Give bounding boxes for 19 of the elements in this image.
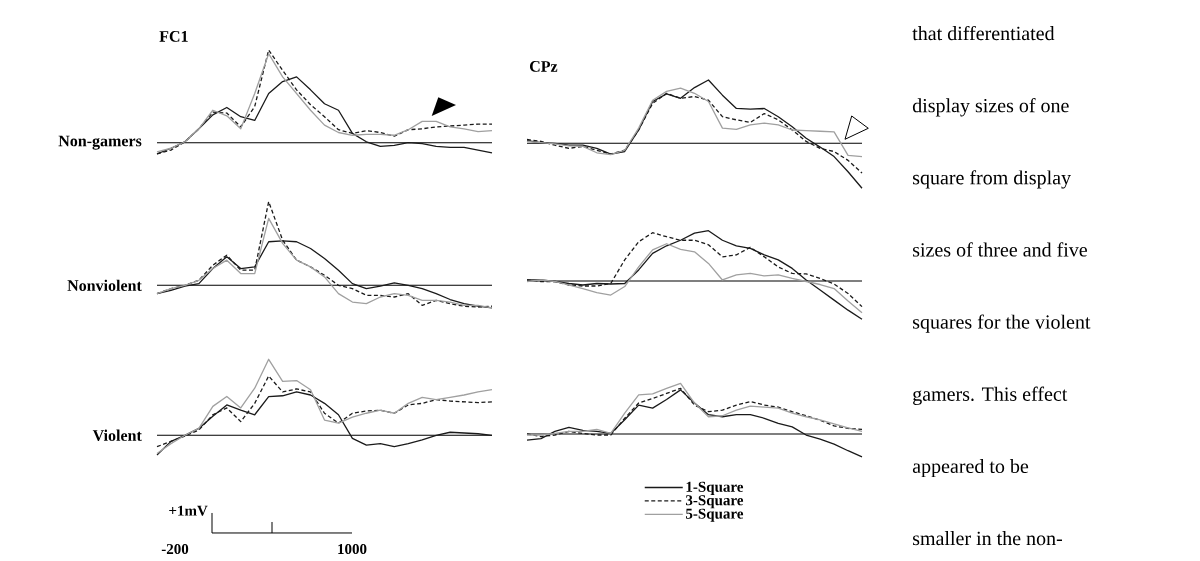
text: smaller in the non- [913, 531, 1063, 546]
text: display sizes of one [912, 98, 1069, 117]
text: -200 [161, 543, 189, 555]
y-axis-title: Nonviolent [67, 279, 142, 291]
text: 1000 [338, 543, 367, 555]
text: sizes of three and five [913, 242, 1088, 257]
text: that differentiated [912, 25, 1055, 41]
text: +1mV [169, 505, 208, 516]
text: square from display [913, 170, 1071, 189]
text: squares for the violent [913, 314, 1091, 333]
text: gamers. This effect [913, 386, 1068, 406]
chart-title: CPz [529, 61, 558, 72]
text: appeared to be [912, 458, 1029, 478]
y-axis-title: Non-gamers [58, 135, 142, 150]
legend-label: 1-Square [686, 481, 744, 495]
legend-label: 3-Square [685, 495, 744, 509]
y-axis-title: Violent [92, 429, 142, 441]
chart-title: FC1 [159, 31, 188, 42]
legend-label: 5-Square [686, 508, 744, 522]
